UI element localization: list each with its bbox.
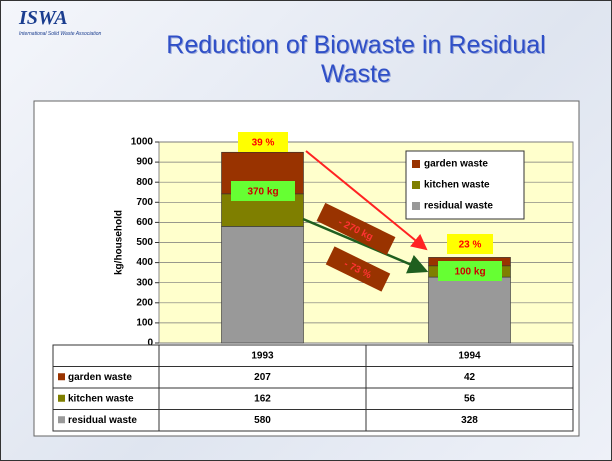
legend-swatch [412,181,420,189]
y-axis-label: kg/household [114,210,125,275]
table-row-label: kitchen waste [68,393,134,404]
annotation-text: 100 kg [454,267,485,278]
annotation-box [447,234,493,254]
table-swatch [58,394,65,402]
table-value: 42 [464,372,476,383]
y-tick-label: 500 [136,237,153,248]
y-tick-label: 300 [136,277,153,288]
legend-label: residual waste [424,201,493,212]
bar-segment [428,276,511,344]
annotation-box [316,202,396,256]
x-tick-label: 1994 [458,350,481,361]
table-value: 56 [464,393,476,404]
y-tick-label: 600 [136,217,153,228]
y-tick-label: 900 [136,157,153,168]
annotation-box [438,261,502,281]
table-row-label: residual waste [68,415,137,426]
table-swatch [58,373,65,381]
annotation-text: 370 kg [247,187,278,198]
annotation: - 73 % [325,246,391,292]
bar-segment [221,226,304,344]
y-tick-label: 0 [147,338,153,349]
annotation: 39 % [238,132,288,152]
legend-box [405,150,525,220]
annotation: 100 kg [438,261,502,281]
logo-subtitle: International Solid Waste Association [19,31,102,37]
table-value: 580 [254,415,271,426]
annotation-box [231,181,295,201]
arrow [305,150,428,251]
slide-title: Reduction of Biowaste in Residual Waste [166,31,546,88]
y-tick-label: 700 [136,197,153,208]
annotation-box [238,132,288,152]
annotation-text: 23 % [459,240,482,251]
annotation: 370 kg [231,181,295,201]
annotation: 23 % [447,234,493,254]
table-swatch [58,416,65,424]
annotation-box [325,246,391,292]
legend-label: garden waste [424,159,488,170]
arrow [302,217,429,274]
y-tick-label: 200 [136,297,153,308]
table-value: 162 [254,393,271,404]
legend-swatch [412,202,420,210]
x-tick-label: 1993 [251,350,274,361]
y-tick-label: 400 [136,257,153,268]
y-tick-label: 800 [136,177,153,188]
table-row-label: garden waste [68,372,132,383]
table-value: 328 [461,415,478,426]
y-tick-label: 1000 [131,137,154,148]
y-tick-label: 100 [136,318,153,329]
legend-label: kitchen waste [424,180,490,191]
legend-swatch [412,160,420,168]
table-value: 207 [254,372,271,383]
logo: ISWA [19,7,68,29]
annotation-text: 39 % [252,138,275,149]
